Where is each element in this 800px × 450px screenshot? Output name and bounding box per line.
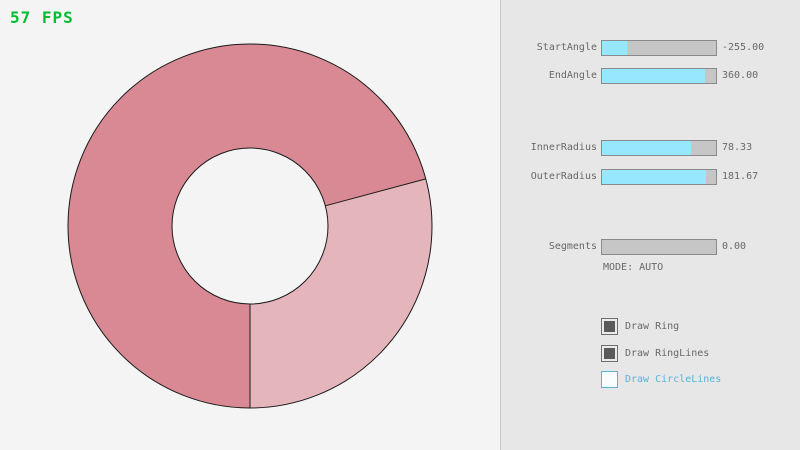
end-angle-label: EndAngle — [548, 70, 597, 81]
outer-radius-slider[interactable] — [601, 169, 717, 185]
ring-sector-light — [250, 178, 433, 408]
checkbox-draw-circlelines[interactable]: Draw CircleLines — [601, 371, 721, 388]
end-angle-slider[interactable] — [601, 68, 717, 84]
inner-radius-value: 78.33 — [722, 142, 753, 153]
slider-row-inner-radius: InnerRadius 78.33 — [501, 140, 800, 156]
inner-radius-slider-fill — [602, 141, 692, 155]
checkbox-draw-ring[interactable]: Draw Ring — [601, 318, 679, 335]
checkbox-draw-circlelines-box[interactable] — [601, 371, 618, 388]
slider-row-segments: Segments 0.00 — [501, 239, 800, 255]
segments-mode-label: MODE: AUTO — [603, 262, 664, 273]
inner-radius-label: InnerRadius — [530, 142, 597, 153]
segments-label: Segments — [548, 241, 597, 252]
ring-lines — [67, 43, 433, 409]
inner-radius-slider[interactable] — [601, 140, 717, 156]
outer-radius-label: OuterRadius — [530, 171, 597, 182]
outer-radius-value: 181.67 — [722, 171, 759, 182]
slider-row-end-angle: EndAngle 360.00 — [501, 68, 800, 84]
segments-value: 0.00 — [722, 241, 747, 252]
checkbox-draw-circlelines-label: Draw CircleLines — [625, 374, 722, 385]
slider-row-start-angle: StartAngle -255.00 — [501, 40, 800, 56]
ring-sector-dark — [68, 44, 426, 408]
segments-slider[interactable] — [601, 239, 717, 255]
control-panel: StartAngle -255.00 EndAngle 360.00 Inner… — [500, 0, 800, 450]
checkbox-draw-ringlines-label: Draw RingLines — [625, 348, 710, 359]
checkbox-draw-ring-label: Draw Ring — [625, 321, 680, 332]
checkbox-draw-ringlines[interactable]: Draw RingLines — [601, 345, 709, 362]
start-angle-value: -255.00 — [722, 42, 765, 53]
end-angle-slider-fill — [602, 69, 705, 83]
fps-counter: 57 FPS — [10, 8, 74, 27]
outer-radius-slider-fill — [602, 170, 706, 184]
start-angle-slider[interactable] — [601, 40, 717, 56]
start-angle-label: StartAngle — [536, 42, 597, 53]
slider-row-outer-radius: OuterRadius 181.67 — [501, 169, 800, 185]
checkbox-draw-ringlines-box[interactable] — [601, 345, 618, 362]
start-angle-slider-fill — [602, 41, 627, 55]
checkbox-draw-ring-box[interactable] — [601, 318, 618, 335]
ring-chart — [67, 43, 433, 409]
end-angle-value: 360.00 — [722, 70, 759, 81]
